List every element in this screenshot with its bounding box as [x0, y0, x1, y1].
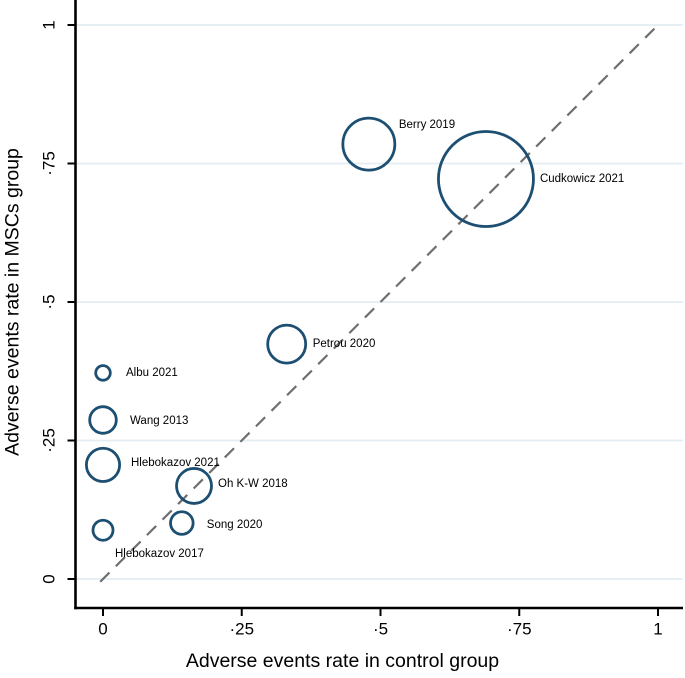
bubble-albu-2021 — [94, 364, 112, 382]
x-tick-label: ·75 — [507, 620, 532, 639]
y-tick-label: 0 — [40, 574, 59, 583]
bubble-label-cudkowicz-2021: Cudkowicz 2021 — [540, 173, 624, 185]
bubble-label-hlebokazov-2021: Hlebokazov 2021 — [131, 457, 220, 469]
bubble-wang-2013 — [88, 405, 118, 435]
bubble-song-2020 — [169, 510, 195, 536]
bubble-label-song-2020: Song 2020 — [207, 519, 263, 531]
bubble-cudkowicz-2021 — [437, 130, 535, 228]
bubble-hlebokazov-2017 — [91, 518, 115, 542]
bubble-hlebokazov-2021 — [85, 446, 122, 483]
bubble-berry-2019 — [341, 116, 397, 172]
bubble-label-hlebokazov-2017: Hlebokazov 2017 — [115, 548, 204, 560]
y-axis-title: Adverse events rate in MSCs group — [1, 148, 24, 456]
x-tick-label: 1 — [653, 620, 662, 639]
x-axis-title: Adverse events rate in control group — [185, 650, 500, 672]
x-tick-label: ·25 — [229, 620, 254, 639]
x-tick-label: ·5 — [373, 620, 388, 639]
y-tick-label: ·75 — [40, 151, 59, 176]
bubble-label-oh-k-w-2018: Oh K-W 2018 — [218, 478, 288, 490]
bubble-label-berry-2019: Berry 2019 — [399, 119, 455, 131]
bubble-oh-k-w-2018 — [175, 467, 213, 505]
bubble-label-wang-2013: Wang 2013 — [130, 415, 188, 427]
x-tick-label: 0 — [98, 620, 107, 639]
y-tick-label: 1 — [40, 20, 59, 29]
y-tick-label: ·25 — [40, 428, 59, 453]
bubble-label-petrou-2020: Petrou 2020 — [313, 338, 376, 350]
y-tick-label: ·5 — [40, 294, 59, 309]
bubble-label-albu-2021: Albu 2021 — [126, 367, 178, 379]
bubble-petrou-2020 — [266, 323, 308, 365]
